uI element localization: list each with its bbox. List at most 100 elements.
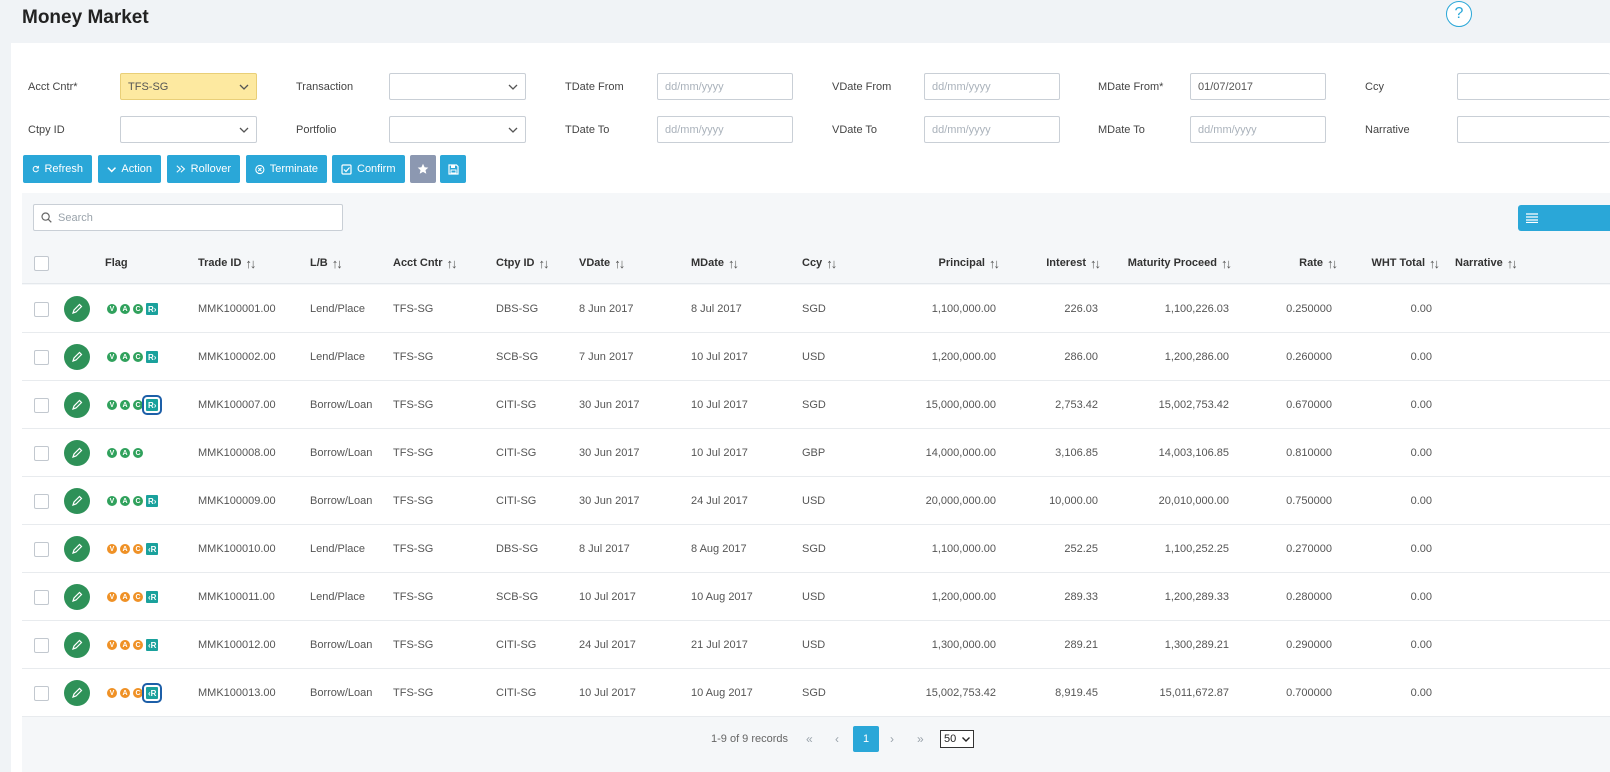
mdate-to-input[interactable]: dd/mm/yyyy bbox=[1190, 116, 1326, 143]
select-all-checkbox[interactable] bbox=[34, 242, 49, 284]
row-flags: V A C R› bbox=[107, 395, 163, 415]
cell-principal: 1,100,000.00 bbox=[931, 543, 996, 555]
action-label: Action bbox=[121, 163, 152, 175]
portfolio-select[interactable] bbox=[389, 116, 526, 143]
ctpy-id-select[interactable] bbox=[120, 116, 257, 143]
cell-ctpy-id: CITI-SG bbox=[496, 687, 537, 699]
flag-badge-c: C bbox=[133, 352, 143, 362]
col-rate[interactable]: Rate ↑↓ bbox=[1262, 242, 1338, 284]
ccy-select[interactable] bbox=[1457, 73, 1610, 100]
row-checkbox[interactable] bbox=[34, 333, 49, 381]
cell-vdate: 7 Jun 2017 bbox=[579, 351, 634, 363]
rollover-badge[interactable]: ‹R bbox=[146, 639, 159, 651]
table-row[interactable]: V A C MMK100008.00 Borrow/Loan TFS-SG CITI-SG 3… bbox=[22, 429, 1610, 477]
vdate-from-input[interactable]: dd/mm/yyyy bbox=[924, 73, 1060, 100]
table-row[interactable]: V A C R› MMK100001.00 Lend/Place TFS-SG DBS-SG 8… bbox=[22, 285, 1610, 333]
row-edit-button[interactable] bbox=[64, 669, 90, 717]
page-size-select[interactable]: 50 bbox=[940, 726, 975, 752]
row-checkbox[interactable] bbox=[34, 621, 49, 669]
row-checkbox[interactable] bbox=[34, 381, 49, 429]
table-row[interactable]: V A C ‹R MMK100013.00 Borrow/Loan TFS-SG CITI-S… bbox=[22, 669, 1610, 717]
row-edit-button[interactable] bbox=[64, 333, 90, 381]
row-checkbox[interactable] bbox=[34, 525, 49, 573]
col-lb[interactable]: L/B ↑↓ bbox=[310, 242, 343, 284]
cell-trade-id: MMK100012.00 bbox=[198, 639, 276, 651]
cell-ctpy-id: CITI-SG bbox=[496, 639, 537, 651]
cell-mdate: 10 Jul 2017 bbox=[691, 447, 748, 459]
col-trade-id[interactable]: Trade ID ↑↓ bbox=[198, 242, 256, 284]
row-checkbox[interactable] bbox=[34, 429, 49, 477]
mdate-from-input[interactable]: 01/07/2017 bbox=[1190, 73, 1326, 100]
prev-page-button[interactable]: ‹ bbox=[835, 732, 839, 746]
vdate-from-label: VDate From bbox=[832, 81, 892, 93]
sort-icon: ↑↓ bbox=[446, 255, 458, 271]
tdate-to-input[interactable]: dd/mm/yyyy bbox=[657, 116, 793, 143]
favorite-button[interactable] bbox=[410, 155, 436, 183]
cell-rate: 0.810000 bbox=[1286, 447, 1332, 459]
next-page-button[interactable]: › bbox=[890, 732, 894, 746]
row-checkbox[interactable] bbox=[34, 285, 49, 333]
vdate-to-input[interactable]: dd/mm/yyyy bbox=[924, 116, 1060, 143]
col-wht-total[interactable]: WHT Total ↑↓ bbox=[1352, 242, 1440, 284]
col-vdate[interactable]: VDate ↑↓ bbox=[579, 242, 625, 284]
row-edit-button[interactable] bbox=[64, 477, 90, 525]
cell-interest: 252.25 bbox=[1064, 543, 1098, 555]
search-input[interactable]: Search bbox=[33, 204, 343, 231]
rollover-badge[interactable]: R› bbox=[141, 395, 163, 415]
cell-acct-cntr: TFS-SG bbox=[393, 639, 434, 651]
row-checkbox[interactable] bbox=[34, 669, 49, 717]
row-edit-button[interactable] bbox=[64, 381, 90, 429]
cell-rate: 0.270000 bbox=[1286, 543, 1332, 555]
confirm-button[interactable]: Confirm bbox=[332, 155, 405, 183]
sort-icon: ↑↓ bbox=[614, 255, 625, 271]
table-row[interactable]: V A C R› MMK100002.00 Lend/Place TFS-SG SCB-SG 7… bbox=[22, 333, 1610, 381]
rollover-button[interactable]: Rollover bbox=[167, 155, 240, 183]
rollover-badge[interactable]: R› bbox=[146, 351, 159, 363]
col-mdate[interactable]: MDate ↑↓ bbox=[691, 242, 739, 284]
help-icon[interactable]: ? bbox=[1446, 1, 1472, 27]
rollover-badge[interactable]: ‹R bbox=[146, 543, 159, 555]
cell-lb: Borrow/Loan bbox=[310, 399, 373, 411]
cell-acct-cntr: TFS-SG bbox=[393, 543, 434, 555]
col-principal[interactable]: Principal ↑↓ bbox=[902, 242, 1000, 284]
row-checkbox[interactable] bbox=[34, 477, 49, 525]
refresh-button[interactable]: Refresh bbox=[23, 155, 92, 183]
transaction-select[interactable] bbox=[389, 73, 526, 100]
page-1-button[interactable]: 1 bbox=[853, 726, 879, 752]
cell-acct-cntr: TFS-SG bbox=[393, 351, 434, 363]
cell-lb: Lend/Place bbox=[310, 543, 366, 555]
col-ctpy-id[interactable]: Ctpy ID ↑↓ bbox=[496, 242, 550, 284]
table-row[interactable]: V A C R› MMK100009.00 Borrow/Loan TFS-SG CITI-S… bbox=[22, 477, 1610, 525]
rollover-badge[interactable]: R› bbox=[146, 303, 159, 315]
table-row[interactable]: V A C ‹R MMK100011.00 Lend/Place TFS-SG SCB-SG 1… bbox=[22, 573, 1610, 621]
column-list-button[interactable] bbox=[1518, 205, 1610, 231]
last-page-button[interactable]: » bbox=[917, 732, 924, 746]
table-row[interactable]: V A C ‹R MMK100012.00 Borrow/Loan TFS-SG CITI-S… bbox=[22, 621, 1610, 669]
rollover-badge[interactable]: ‹R bbox=[141, 683, 163, 703]
table-row[interactable]: V A C ‹R MMK100010.00 Lend/Place TFS-SG DBS-SG 8… bbox=[22, 525, 1610, 573]
row-checkbox[interactable] bbox=[34, 573, 49, 621]
cell-mdate: 10 Aug 2017 bbox=[691, 591, 753, 603]
sort-icon: ↑↓ bbox=[989, 255, 1000, 271]
first-page-button[interactable]: « bbox=[806, 732, 813, 746]
row-edit-button[interactable] bbox=[64, 573, 90, 621]
col-maturity-proceed[interactable]: Maturity Proceed ↑↓ bbox=[1112, 242, 1232, 284]
row-edit-button[interactable] bbox=[64, 525, 90, 573]
row-edit-button[interactable] bbox=[64, 621, 90, 669]
row-edit-button[interactable] bbox=[64, 285, 90, 333]
rollover-badge[interactable]: R› bbox=[146, 495, 159, 507]
rollover-badge[interactable]: ‹R bbox=[146, 591, 159, 603]
save-button[interactable] bbox=[440, 155, 466, 183]
col-ccy[interactable]: Ccy ↑↓ bbox=[802, 242, 837, 284]
acct-cntr-select[interactable]: TFS-SG bbox=[120, 73, 257, 100]
col-interest[interactable]: Interest ↑↓ bbox=[1022, 242, 1101, 284]
row-edit-button[interactable] bbox=[64, 429, 90, 477]
tdate-from-placeholder: dd/mm/yyyy bbox=[665, 80, 724, 93]
col-narrative[interactable]: Narrative ↑↓ bbox=[1455, 242, 1518, 284]
table-row[interactable]: V A C R› MMK100007.00 Borrow/Loan TFS-SG CITI-S… bbox=[22, 381, 1610, 429]
col-acct-cntr[interactable]: Acct Cntr ↑↓ bbox=[393, 242, 458, 284]
action-button[interactable]: Action bbox=[98, 155, 161, 183]
tdate-from-input[interactable]: dd/mm/yyyy bbox=[657, 73, 793, 100]
narrative-input[interactable] bbox=[1457, 116, 1610, 143]
terminate-button[interactable]: Terminate bbox=[246, 155, 327, 183]
